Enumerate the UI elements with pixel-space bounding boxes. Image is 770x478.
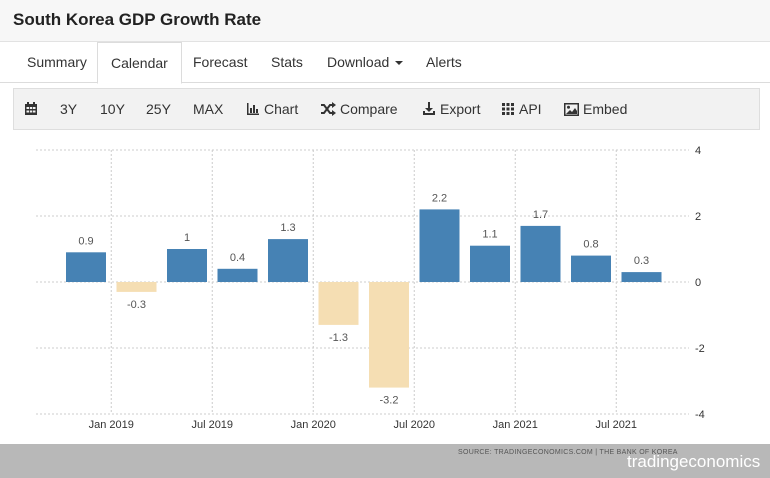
chart-toolbar: 3Y 10Y 25Y MAX Chart Compare Export API … <box>13 88 760 130</box>
bar <box>66 252 106 282</box>
tab-stats[interactable]: Stats <box>258 42 316 83</box>
y-tick-label: 4 <box>695 145 701 157</box>
bar-chart-icon <box>247 103 259 115</box>
embed-button[interactable]: Embed <box>564 89 627 129</box>
api-button-label: API <box>519 101 542 117</box>
data-label: -3.2 <box>380 395 399 407</box>
caret-down-icon <box>395 61 404 66</box>
data-label: 2.2 <box>432 192 447 204</box>
source-note: SOURCE: TRADINGECONOMICS.COM | THE BANK … <box>458 449 678 456</box>
brand-watermark: tradingeconomics <box>627 452 761 471</box>
x-tick-label: Jul 2021 <box>595 419 637 431</box>
data-label: 1.3 <box>280 222 295 234</box>
page-title: South Korea GDP Growth Rate <box>13 10 262 29</box>
bar <box>167 249 207 282</box>
axis-layer: 4 2 0 -2 -4 Jan 2019 Jul 2019 Jan 2020 Jul 2020 J… <box>89 145 705 431</box>
y-tick-label: 0 <box>695 277 701 289</box>
data-label: 0.4 <box>230 252 245 264</box>
api-button[interactable]: API <box>501 89 542 129</box>
export-button-label: Export <box>440 101 481 117</box>
download-icon <box>423 102 435 115</box>
data-label: -0.3 <box>127 299 146 311</box>
tab-stats-label: Stats <box>271 54 303 70</box>
calendar-button[interactable] <box>24 89 42 129</box>
bar <box>470 245 510 282</box>
range-3y-button[interactable]: 3Y <box>60 101 78 117</box>
range-10y-button[interactable]: 10Y <box>100 101 125 117</box>
data-label: 0.3 <box>634 255 649 267</box>
tab-alerts-label: Alerts <box>426 54 462 70</box>
bar <box>116 282 157 292</box>
tab-summary-label: Summary <box>27 54 87 70</box>
tab-calendar-label: Calendar <box>111 55 168 71</box>
footer: SOURCE: TRADINGECONOMICS.COM | THE BANK … <box>0 444 770 478</box>
title-bar: South Korea GDP Growth Rate <box>0 0 770 42</box>
tab-forecast-label: Forecast <box>193 54 248 70</box>
tab-bar: Summary Calendar Forecast Stats Download… <box>0 42 770 84</box>
x-tick-label: Jul 2020 <box>393 419 435 431</box>
tab-forecast[interactable]: Forecast <box>180 42 260 83</box>
x-tick-label: Jul 2019 <box>191 419 233 431</box>
export-button[interactable]: Export <box>422 89 480 129</box>
data-label: 1 <box>184 232 190 244</box>
bar <box>369 282 409 388</box>
grid-icon <box>502 103 514 115</box>
compare-button-label: Compare <box>340 101 398 117</box>
data-label: 0.9 <box>78 235 93 247</box>
range-max-button[interactable]: MAX <box>193 101 224 117</box>
label-layer: 0.9 -0.3 1 0.4 1.3 -1.3 -3.2 2.2 1.1 1.7 0.8 0.3 <box>78 192 649 406</box>
bar <box>318 282 359 325</box>
bar <box>419 209 460 282</box>
shuffle-icon <box>321 102 336 116</box>
data-label: -1.3 <box>329 332 348 344</box>
y-tick-label: -2 <box>695 343 705 355</box>
chart-button-label: Chart <box>264 101 299 117</box>
chart-area: 0.9 -0.3 1 0.4 1.3 -1.3 -3.2 2.2 1.1 1.7 0.8 0.3 4 2… <box>13 130 760 444</box>
tab-alerts[interactable]: Alerts <box>413 42 475 83</box>
bar <box>268 239 308 282</box>
x-tick-label: Jan 2021 <box>493 419 538 431</box>
bar <box>621 272 662 282</box>
bar <box>217 268 258 282</box>
bar <box>571 255 611 282</box>
calendar-icon <box>25 102 37 115</box>
y-tick-label: 2 <box>695 211 701 223</box>
tab-calendar[interactable]: Calendar <box>97 42 182 84</box>
image-icon <box>564 103 579 116</box>
tab-summary[interactable]: Summary <box>14 42 100 83</box>
y-tick-label: -4 <box>695 409 705 421</box>
embed-button-label: Embed <box>583 101 628 117</box>
data-label: 1.7 <box>533 209 548 221</box>
gdp-bar-chart: 0.9 -0.3 1 0.4 1.3 -1.3 -3.2 2.2 1.1 1.7 0.8 0.3 4 2… <box>36 145 705 431</box>
x-tick-label: Jan 2019 <box>89 419 134 431</box>
chart-button[interactable]: Chart <box>246 89 298 129</box>
range-25y-button[interactable]: 25Y <box>146 101 171 117</box>
data-label: 0.8 <box>583 239 598 251</box>
x-tick-label: Jan 2020 <box>291 419 336 431</box>
bar-layer <box>66 209 662 388</box>
compare-button[interactable]: Compare <box>320 89 398 129</box>
tab-download-label: Download <box>327 54 390 70</box>
data-label: 1.1 <box>482 229 497 241</box>
tab-download[interactable]: Download <box>314 42 416 83</box>
bar <box>520 225 561 282</box>
